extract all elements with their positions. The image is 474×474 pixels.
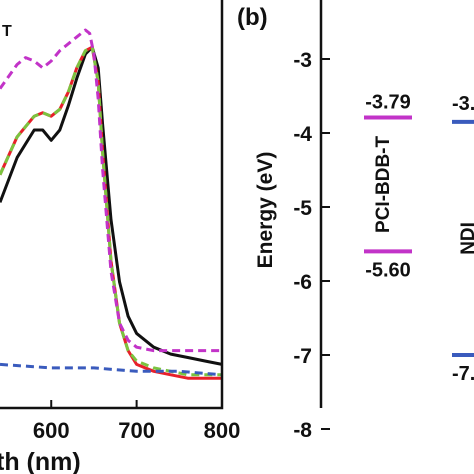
panel-b-levels: -3.79 -5.60 PCI-BDB-T -3. -7. NDI [364,91,474,385]
panel-b-y-tick-label: -8 [293,419,312,442]
panel-a-x-tick-label: 700 [118,418,155,443]
panel-b-y-tick-label: -5 [293,197,312,220]
panel-a-series-group [0,28,223,380]
panel-a-x-tick-label: 800 [204,418,241,443]
panel-a-x-axis-label: th (nm) [0,448,81,474]
panel-b-y-ticks: -3 -4 -5 -6 -7 -8 [293,49,330,442]
pci-homo-label: -5.60 [365,259,411,281]
panel-b-y-tick-label: -3 [293,49,312,72]
panel-b-tag: (b) [237,4,268,31]
pci-lumo-label: -3.79 [365,91,411,113]
panel-b-y-tick-label: -4 [293,123,312,146]
panel-b-energy-diagram: (b) Energy (eV) -3 -4 -5 -6 -7 -8 -3.79 -5.60 P… [237,0,474,442]
panel-b-y-tick-label: -6 [293,271,312,294]
panel-a-x-tick-label: 600 [33,418,70,443]
ndi-homo-label: -7. [452,363,474,385]
panel-a-series-4-line [0,362,223,377]
panel-a-series-2-line [0,45,222,377]
panel-b-y-axis-label: Energy (eV) [254,152,277,269]
ndi-material-label: NDI [458,222,474,255]
panel-a-absorption-chart: 600 700 800 T th (nm) [0,0,240,474]
panel-a-axes-frame [0,0,224,410]
panel-a-series-0-line [0,45,223,366]
panel-a-legend-fragment: T [2,23,12,40]
pci-material-label: PCI-BDB-T [373,135,394,232]
panel-b-y-tick-label: -7 [293,345,312,368]
panel-a-x-ticks: 600 700 800 [33,400,240,443]
ndi-lumo-label: -3. [452,93,474,115]
panel-a-series-3-line [0,28,222,353]
